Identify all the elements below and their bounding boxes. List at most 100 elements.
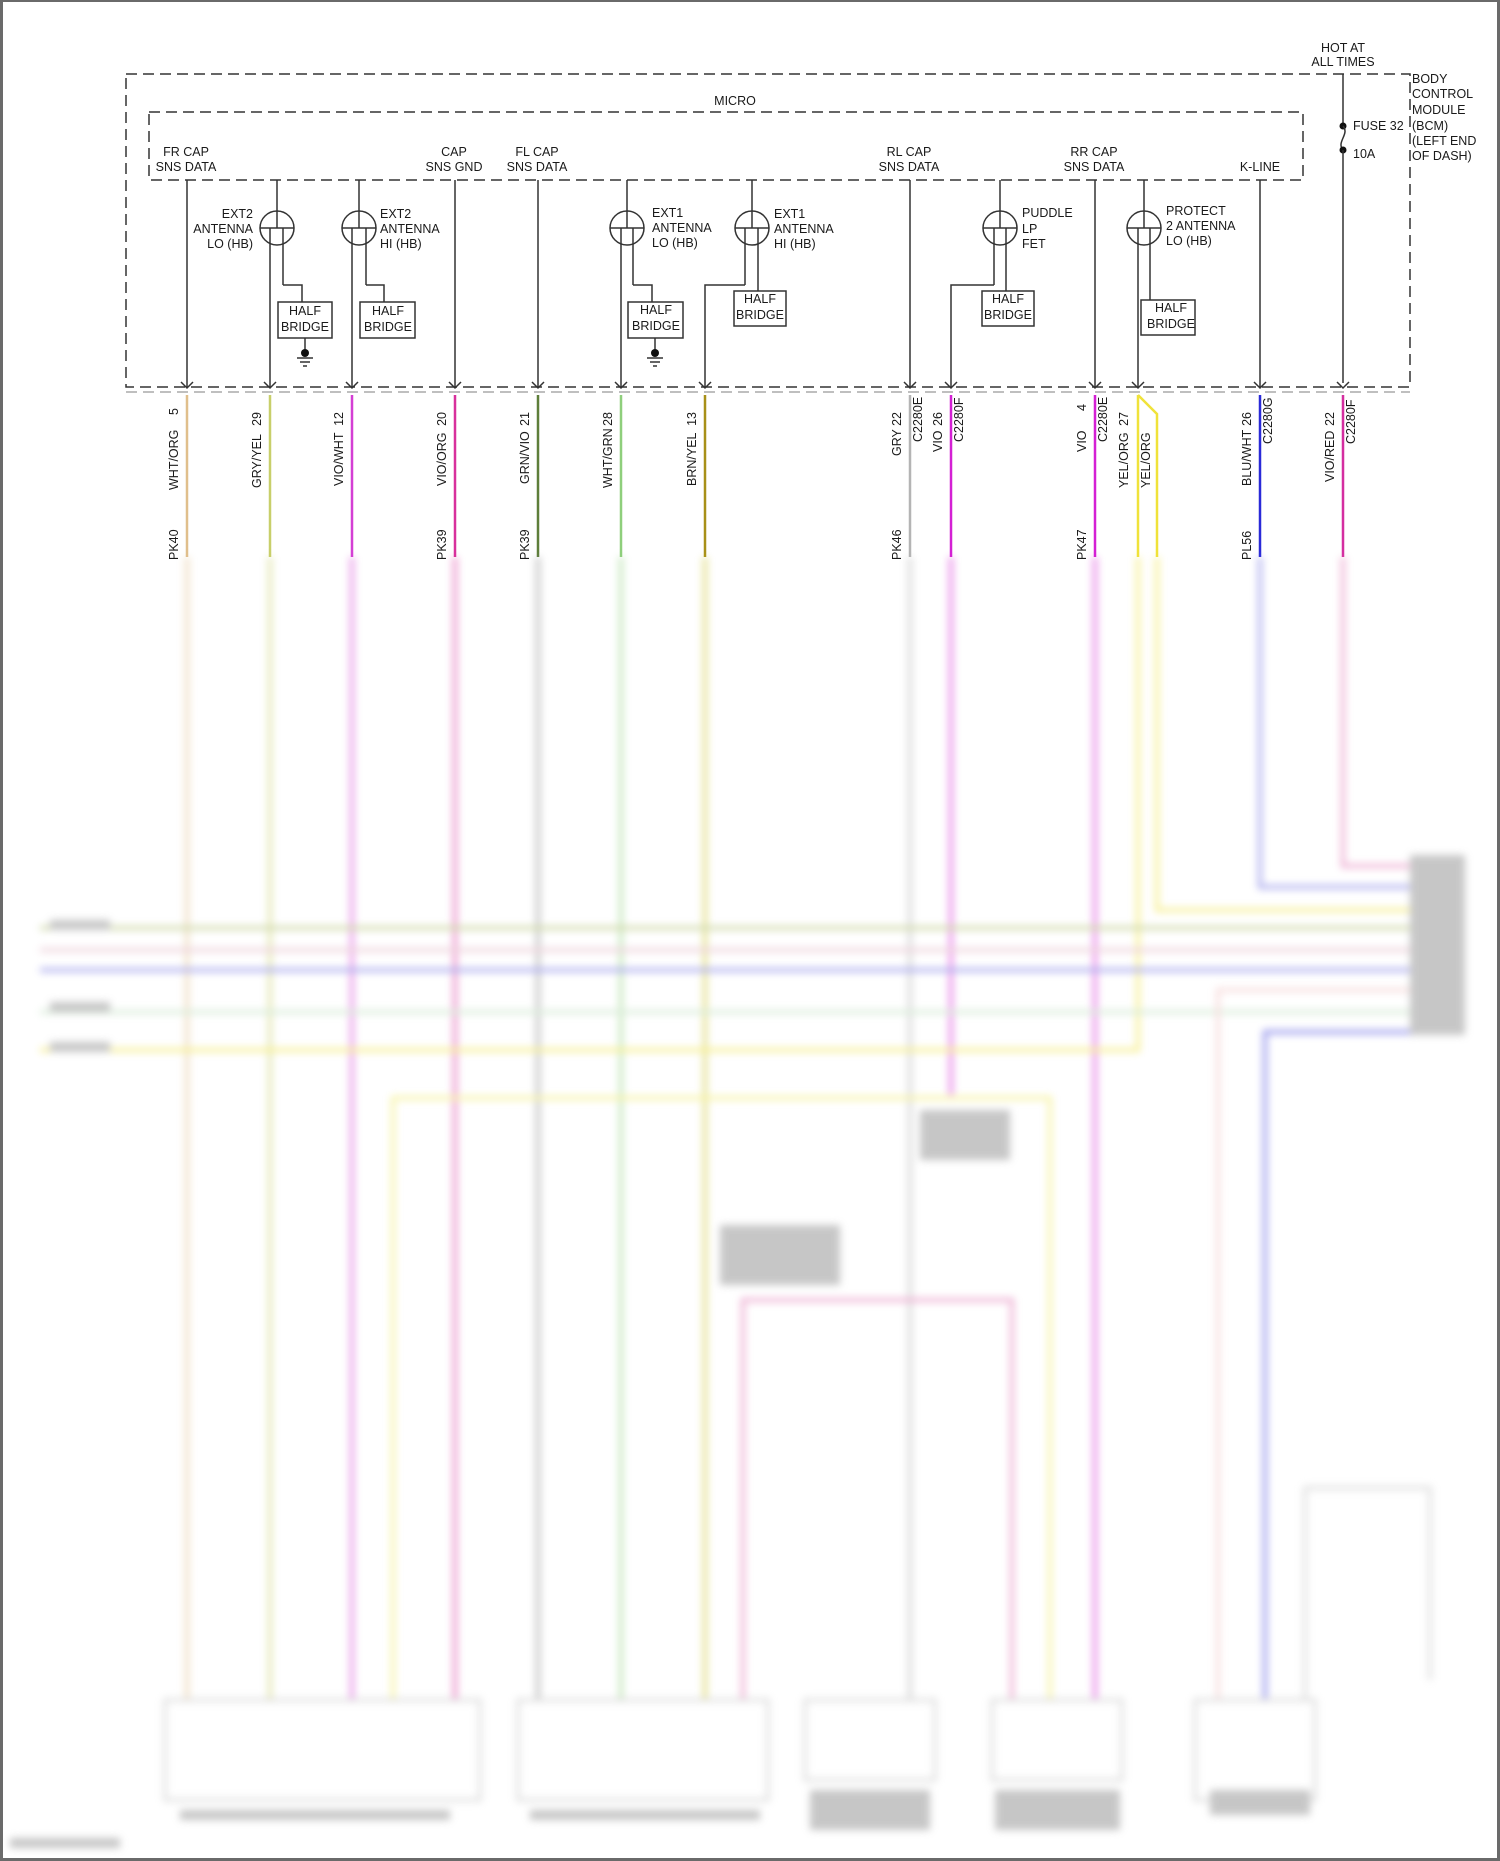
driver-protect2-label: PROTECT 2 ANTENNA LO (HB) HALF BRIDGE — [1147, 204, 1236, 331]
svg-text:YEL/ORG: YEL/ORG — [1139, 432, 1153, 488]
label-fr-cap-sns-data: FR CAP SNS DATA — [156, 145, 217, 174]
svg-text:PK46: PK46 — [890, 529, 904, 560]
svg-text:WHT/GRN: WHT/GRN — [601, 428, 615, 488]
svg-text:CAP: CAP — [441, 145, 467, 159]
svg-text:C2280F: C2280F — [1344, 399, 1358, 444]
svg-text:PUDDLE: PUDDLE — [1022, 206, 1073, 220]
svg-text:PK40: PK40 — [167, 529, 181, 560]
label-k-line: K-LINE — [1240, 160, 1280, 174]
svg-text:CONTROL: CONTROL — [1412, 87, 1473, 101]
svg-text:SNS DATA: SNS DATA — [507, 160, 568, 174]
svg-text:GRY/YEL: GRY/YEL — [250, 434, 264, 488]
svg-text:HALF: HALF — [1155, 301, 1187, 315]
svg-text:4: 4 — [1075, 404, 1089, 411]
svg-text:VIO: VIO — [931, 430, 945, 452]
svg-text:VIO/RED: VIO/RED — [1323, 431, 1337, 482]
svg-text:LO (HB): LO (HB) — [1166, 234, 1212, 248]
wire-labels: 5 WHT/ORG PK40 29 GRY/YEL 12 VIO/WHT 20 … — [167, 397, 1358, 560]
svg-text:HALF: HALF — [640, 303, 672, 317]
driver-ext1-hi-label: EXT1 ANTENNA HI (HB) HALF BRIDGE — [736, 207, 834, 322]
svg-text:C2280E: C2280E — [911, 397, 925, 442]
svg-text:2 ANTENNA: 2 ANTENNA — [1166, 219, 1236, 233]
svg-text:VIO/WHT: VIO/WHT — [332, 432, 346, 486]
pin-arrowheads — [180, 381, 1350, 390]
svg-text:PK47: PK47 — [1075, 529, 1089, 560]
svg-text:BRIDGE: BRIDGE — [281, 320, 329, 334]
svg-text:GRN/VIO: GRN/VIO — [518, 431, 532, 484]
svg-text:13: 13 — [685, 412, 699, 426]
svg-text:BODY: BODY — [1412, 72, 1448, 86]
svg-text:GRY: GRY — [890, 428, 904, 456]
svg-text:ANTENNA: ANTENNA — [193, 222, 253, 236]
svg-text:20: 20 — [435, 412, 449, 426]
svg-text:26: 26 — [931, 412, 945, 426]
svg-text:HI (HB): HI (HB) — [774, 237, 816, 251]
power-label-line-2: ALL TIMES — [1311, 55, 1374, 69]
svg-text:C2280G: C2280G — [1261, 397, 1275, 444]
svg-text:FET: FET — [1022, 237, 1046, 251]
driver-ext2-antenna-hi — [341, 180, 416, 388]
svg-text:SNS DATA: SNS DATA — [1064, 160, 1125, 174]
svg-text:SNS GND: SNS GND — [426, 160, 483, 174]
label-fl-cap-sns-data: FL CAP SNS DATA — [507, 145, 568, 174]
driver-ext2-lo-label: EXT2 ANTENNA LO (HB) HALF BRIDGE — [193, 207, 329, 334]
svg-text:LO (HB): LO (HB) — [207, 237, 253, 251]
svg-text:HALF: HALF — [372, 304, 404, 318]
svg-text:HI (HB): HI (HB) — [380, 237, 422, 251]
svg-text:21: 21 — [518, 412, 532, 426]
micro-label: MICRO — [714, 94, 756, 108]
svg-text:ANTENNA: ANTENNA — [380, 222, 440, 236]
bcm-name-label: BODY CONTROL MODULE (BCM) (LEFT END OF D… — [1412, 72, 1476, 163]
svg-text:HALF: HALF — [744, 292, 776, 306]
svg-text:LP: LP — [1022, 222, 1037, 236]
wire-pin-27-yel-org-b — [1137, 394, 1159, 557]
svg-text:FR CAP: FR CAP — [163, 145, 209, 159]
svg-text:BRIDGE: BRIDGE — [632, 319, 680, 333]
svg-text:BLU/WHT: BLU/WHT — [1240, 429, 1254, 486]
fuse-32-symbol — [1339, 74, 1347, 383]
svg-text:12: 12 — [332, 412, 346, 426]
power-label-line-1: HOT AT — [1321, 41, 1365, 55]
svg-text:(BCM): (BCM) — [1412, 119, 1448, 133]
driver-ext1-lo-label: EXT1 ANTENNA LO (HB) HALF BRIDGE — [632, 206, 712, 333]
blurred-lower-diagram — [3, 557, 1497, 1858]
svg-text:26: 26 — [1240, 412, 1254, 426]
svg-text:C2280E: C2280E — [1096, 397, 1110, 442]
label-rr-cap-sns-data: RR CAP SNS DATA — [1064, 145, 1125, 174]
svg-text:(LEFT END: (LEFT END — [1412, 134, 1476, 148]
svg-text:LO (HB): LO (HB) — [652, 236, 698, 250]
svg-text:RL CAP: RL CAP — [887, 145, 932, 159]
svg-text:WHT/ORG: WHT/ORG — [167, 430, 181, 490]
svg-text:ANTENNA: ANTENNA — [652, 221, 712, 235]
label-rl-cap-sns-data: RL CAP SNS DATA — [879, 145, 940, 174]
driver-ext1-antenna-lo — [609, 180, 684, 388]
svg-text:MODULE: MODULE — [1412, 103, 1465, 117]
svg-text:FL CAP: FL CAP — [515, 145, 558, 159]
svg-text:5: 5 — [167, 408, 181, 415]
svg-text:VIO/ORG: VIO/ORG — [435, 433, 449, 486]
svg-text:K-LINE: K-LINE — [1240, 160, 1280, 174]
svg-text:22: 22 — [1323, 412, 1337, 426]
svg-text:YEL/ORG: YEL/ORG — [1117, 432, 1131, 488]
external-wires — [185, 394, 1345, 557]
label-cap-sns-gnd: CAP SNS GND — [426, 145, 483, 174]
driver-ext1-antenna-hi — [704, 180, 787, 388]
svg-text:RR CAP: RR CAP — [1070, 145, 1117, 159]
svg-text:EXT2: EXT2 — [222, 207, 253, 221]
svg-text:27: 27 — [1117, 412, 1131, 426]
driver-protect-2-antenna-lo — [1126, 180, 1196, 388]
driver-ext2-antenna-lo — [259, 180, 333, 388]
driver-puddle-label: PUDDLE LP FET HALF BRIDGE — [984, 206, 1073, 322]
fuse-label: FUSE 32 — [1353, 119, 1404, 133]
svg-text:29: 29 — [250, 412, 264, 426]
svg-text:EXT1: EXT1 — [652, 206, 683, 220]
svg-text:SNS DATA: SNS DATA — [879, 160, 940, 174]
svg-text:C2280F: C2280F — [952, 397, 966, 442]
svg-text:HALF: HALF — [992, 292, 1024, 306]
svg-text:EXT1: EXT1 — [774, 207, 805, 221]
svg-text:BRIDGE: BRIDGE — [984, 308, 1032, 322]
svg-text:PL56: PL56 — [1240, 531, 1254, 560]
fuse-rating: 10A — [1353, 147, 1376, 161]
